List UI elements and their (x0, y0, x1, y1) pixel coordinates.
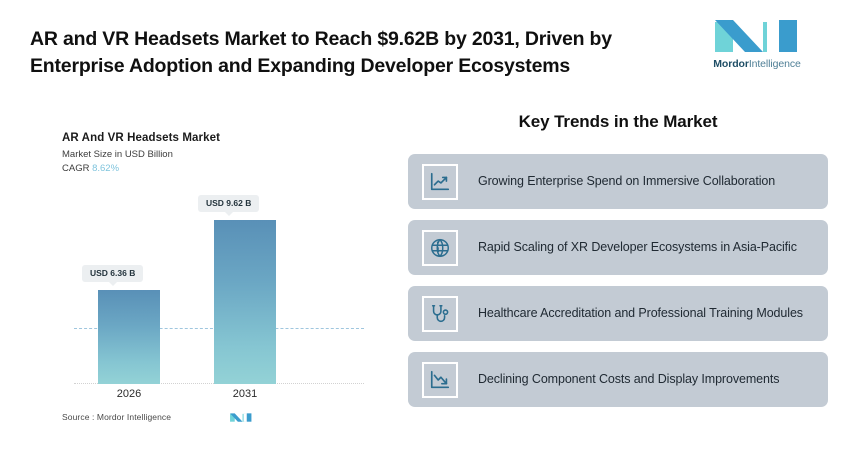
page-title: AR and VR Headsets Market to Reach $9.62… (30, 28, 612, 77)
cagr-label: CAGR (62, 163, 90, 174)
globe-icon (422, 229, 458, 266)
cagr-value: 8.62% (92, 163, 120, 174)
mordor-intelligence-logo-icon (715, 20, 797, 52)
stethoscope-icon (422, 295, 458, 332)
declining-line-chart-icon (422, 361, 458, 398)
brand-logo: MordorIntelligence (702, 14, 812, 70)
brand-name-bold: Mordor (713, 58, 749, 70)
x-tick-2031: 2031 (232, 388, 258, 400)
x-tick-2026: 2026 (116, 388, 142, 400)
bar-value-label-2026: USD 6.36 B (82, 265, 144, 286)
chart-title: AR And VR Headsets Market (62, 132, 221, 144)
trend-card-4-text: Declining Component Costs and Display Im… (478, 371, 780, 386)
chart-x-axis: 2026 2031 (62, 388, 382, 404)
chart-source: Source : Mordor Intelligence (62, 412, 172, 422)
growth-line-chart-icon (422, 163, 458, 200)
trend-card-4[interactable]: Declining Component Costs and Display Im… (408, 352, 828, 407)
brand-name-light: Intelligence (748, 58, 801, 70)
trend-card-1[interactable]: Growing Enterprise Spend on Immersive Co… (408, 154, 828, 209)
chart-subtitle: Market Size in USD Billion (62, 149, 173, 160)
key-trends-heading: Key Trends in the Market (518, 112, 718, 131)
trend-card-1-text: Growing Enterprise Spend on Immersive Co… (478, 173, 776, 188)
trend-card-2-text: Rapid Scaling of XR Developer Ecosystems… (478, 239, 797, 254)
chart-footer: Source : Mordor Intelligence (62, 410, 382, 424)
market-size-chart: AR And VR Headsets Market Market Size in… (62, 132, 382, 432)
mordor-intelligence-mark-icon (230, 413, 252, 422)
trend-card-2[interactable]: Rapid Scaling of XR Developer Ecosystems… (408, 220, 828, 275)
trend-card-3-text: Healthcare Accreditation and Professiona… (478, 305, 803, 320)
chart-cagr: CAGR 8.62% (62, 163, 382, 174)
bar-2026 (98, 290, 160, 384)
trend-card-3[interactable]: Healthcare Accreditation and Professiona… (408, 286, 828, 341)
brand-name: MordorIntelligence (713, 58, 801, 70)
key-trends-panel: Key Trends in the Market Growing Enterpr… (408, 112, 828, 418)
bar-2031 (214, 220, 276, 384)
bar-value-label-2031: USD 9.62 B (198, 195, 260, 216)
page-header: AR and VR Headsets Market to Reach $9.62… (0, 0, 860, 100)
chart-plot-area: USD 6.36 B USD 9.62 B (62, 194, 382, 384)
